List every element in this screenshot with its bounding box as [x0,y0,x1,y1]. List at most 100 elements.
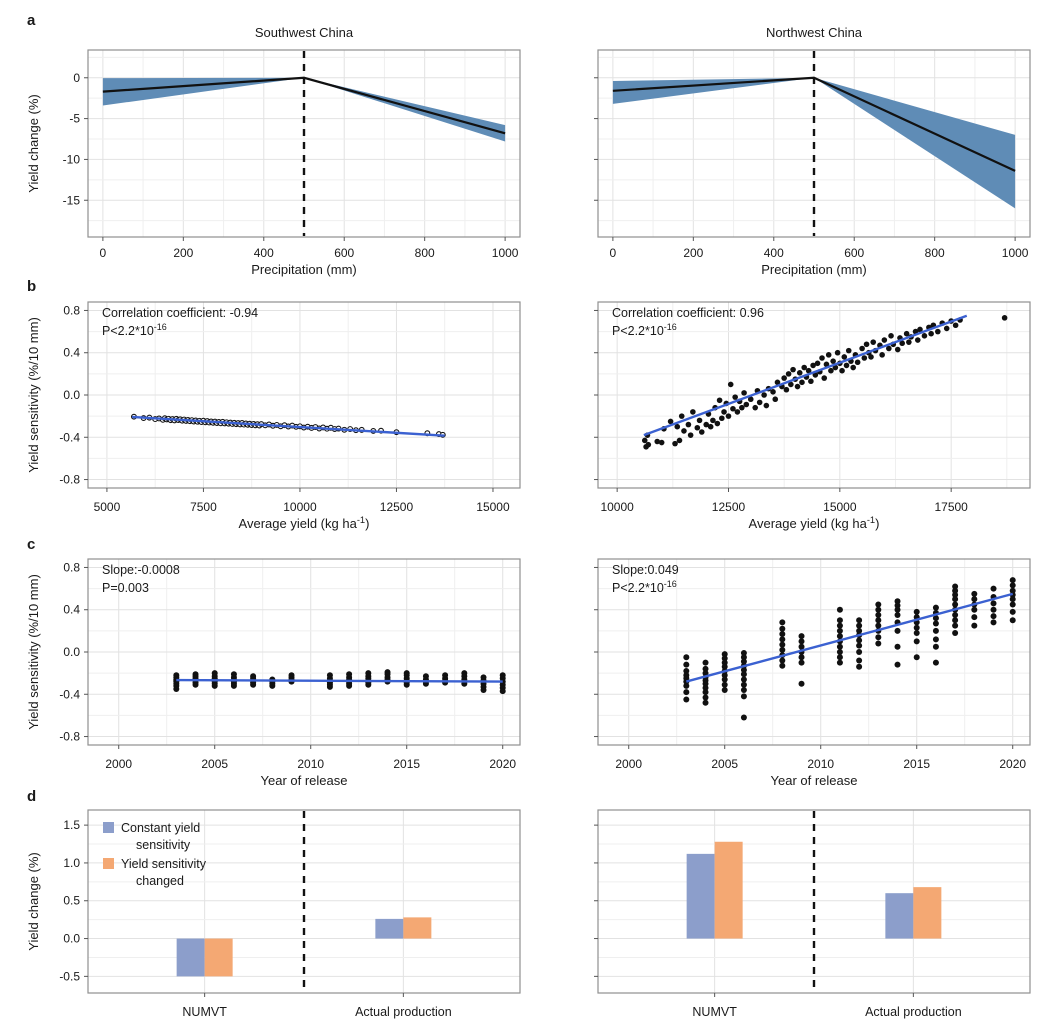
y-tick-label: 0.8 [63,560,80,574]
panel-title: Southwest China [255,25,354,40]
x-tick-label: 2005 [201,757,228,771]
annotation-line-2: P<2.2*10-16 [612,579,677,595]
panel-letter-b: b [27,278,36,295]
x-axis: 2000 2005 2010 2015 2020 [105,745,516,771]
regression-line [131,415,445,437]
x-tick-label: NUMVT [182,1005,227,1019]
x-tick-label: 2010 [807,757,834,771]
x-tick-label: 2000 [105,757,132,771]
regression-line [176,678,503,683]
y-axis: 0.8 0.4 0.0 -0.4 -0.8 [59,560,88,744]
legend-label: changed [136,874,184,888]
y-tick-label: 0.4 [63,346,80,360]
y-tick-label: 0 [73,71,80,85]
y-axis [594,566,598,738]
bar-bar_blue [176,938,205,977]
plot-border [597,49,1031,238]
annotation-line-1: Slope:0.049 [612,563,679,577]
y-axis [594,309,598,481]
bar-bar_orange [714,841,743,939]
y-axis: 1.5 1.0 0.5 0.0 -0.5 [59,818,88,983]
x-tick-label: 800 [415,246,435,260]
panel-b-right: 10000 12500 15000 17500 Average yield (kg ha… [594,301,1031,531]
y-axis: 0 -5 -10 -15 [63,71,88,207]
x-axis: 5000 7500 10000 12500 15000 [94,488,510,514]
annotation-line-1: Correlation coefficient: 0.96 [612,306,764,320]
x-tick-label: 200 [683,246,703,260]
x-axis: 0 200 400 600 800 1000 [100,237,519,260]
confidence-band [612,77,1016,209]
x-tick-label: 2015 [903,757,930,771]
x-tick-label: 2005 [711,757,738,771]
panel-c-right: 2000 2005 2010 2015 2020 Year of release Slope… [594,558,1031,788]
panel-letter-a: a [27,12,36,29]
x-tick-label: 7500 [190,500,217,514]
y-tick-label: 0.8 [63,303,80,317]
x-tick-label: 17500 [934,500,968,514]
x-tick-label: 2020 [999,757,1026,771]
x-tick-label: NUMVT [692,1005,737,1019]
x-tick-label: 10000 [283,500,317,514]
panel-title: Northwest China [766,25,863,40]
bar-bar_blue [686,853,715,939]
x-tick-label: 2020 [489,757,516,771]
y-axis-label: Yield change (%) [26,94,41,193]
y-tick-label: -0.8 [59,730,80,744]
panel-a-right: 0 200 400 600 800 1000 Northwest China Precipit… [594,25,1031,277]
x-tick-label: 200 [173,246,193,260]
legend-label: sensitivity [136,838,191,852]
y-axis-label: Yield sensitivity (%/10 mm) [26,574,41,730]
plot-border [87,809,521,994]
legend-label: Yield sensitivity [121,857,207,871]
annotation-line-2: P<2.2*10-16 [612,322,677,338]
bars [176,917,432,977]
x-tick-label: 2010 [297,757,324,771]
y-tick-label: 0.0 [63,645,80,659]
x-tick-label: 600 [844,246,864,260]
plot-border [87,49,521,238]
y-tick-label: 1.0 [63,856,80,870]
y-tick-label: -0.4 [59,687,80,701]
x-tick-label: 0 [610,246,617,260]
legend-swatch-bar_orange [103,858,114,869]
panel-b-left: 5000 7500 10000 12500 15000 0.8 0.4 0.0 -0.4 -0.8… [26,301,521,531]
regression-line [643,314,968,437]
x-tick-label: 5000 [94,500,121,514]
x-tick-label: 15000 [823,500,857,514]
gridlines [88,559,520,745]
y-tick-label: 1.5 [63,818,80,832]
bars [686,841,942,939]
x-tick-label: 1000 [492,246,519,260]
bar-bar_orange [913,887,942,939]
y-tick-label: -5 [69,112,80,126]
annotation-line-2: P<2.2*10-16 [102,322,167,338]
plot-border [597,809,1031,994]
legend: Constant yield sensitivity Yield sensitivi… [103,821,207,888]
x-tick-label: 600 [334,246,354,260]
legend-label: Constant yield [121,821,200,835]
bar-bar_blue [885,893,914,939]
bar-bar_orange [204,938,233,977]
x-tick-label: 12500 [712,500,746,514]
panel-d-left: NUMVT Actual production 1.5 1.0 0.5 0.0 -0.5 Yi… [26,809,521,1019]
y-axis [594,824,598,977]
x-tick-label: Actual production [355,1005,452,1019]
y-axis [594,77,598,201]
scatter-points [683,577,1016,721]
gridlines [598,559,1030,745]
x-tick-label: 15000 [476,500,510,514]
y-tick-label: 0.5 [63,894,80,908]
scatter-points [641,315,1008,450]
annotation-line-1: Correlation coefficient: -0.94 [102,306,258,320]
panel-c-left: 2000 2005 2010 2015 2020 0.8 0.4 0.0 -0.4 -0.8 Yea… [26,558,521,788]
regression-line [686,592,1014,683]
y-axis-label: Yield sensitivity (%/10 mm) [26,317,41,473]
x-axis-label: Year of release [771,773,858,788]
x-tick-label: 12500 [380,500,414,514]
gridlines [598,302,1030,488]
x-axis: 0 200 400 600 800 1000 [610,237,1029,260]
y-tick-label: -15 [63,193,81,207]
confidence-band [102,77,506,142]
panel-d-right: NUMVT Actual production [594,809,1031,1019]
x-axis: 2000 2005 2010 2015 2020 [615,745,1026,771]
